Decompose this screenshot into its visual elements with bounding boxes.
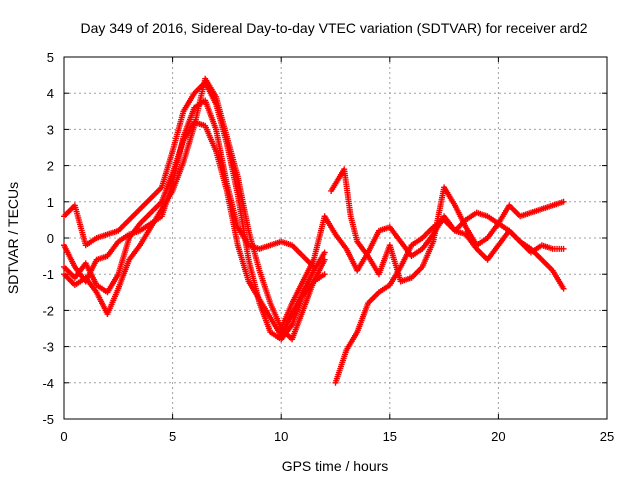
data-point (560, 285, 567, 292)
data-point (560, 245, 567, 252)
x-tick-label: 5 (169, 429, 176, 444)
x-tick-label: 0 (60, 429, 67, 444)
y-tick-label: 1 (47, 195, 54, 210)
y-tick-label: -1 (42, 267, 54, 282)
y-tick-label: 3 (47, 122, 54, 137)
series-arc-C (61, 119, 328, 339)
x-axis-label: GPS time / hours (282, 458, 389, 474)
data-point (321, 271, 328, 278)
y-tick-label: 4 (47, 86, 54, 101)
y-tick-label: -2 (42, 303, 54, 318)
chart-ticks: 0 5 10 15 20 25 -5 -4 -3 -2 -1 0 1 2 3 4 5 (42, 50, 614, 444)
y-tick-label: 5 (47, 50, 54, 65)
data-point (560, 198, 567, 205)
series-arc-D (61, 75, 328, 343)
y-tick-label: -4 (42, 376, 54, 391)
x-tick-label: 20 (491, 429, 505, 444)
chart-series (61, 75, 567, 386)
series-arc-F (332, 216, 567, 386)
chart-title: Day 349 of 2016, Sidereal Day-to-day VTE… (80, 20, 587, 36)
y-tick-label: 0 (47, 231, 54, 246)
data-point (321, 249, 328, 256)
x-tick-label: 15 (383, 429, 397, 444)
y-tick-label: 2 (47, 159, 54, 174)
y-axis-label: SDTVAR / TECUs (5, 182, 21, 294)
y-tick-label: -5 (42, 412, 54, 427)
x-tick-label: 25 (600, 429, 614, 444)
series-arc-G (328, 166, 567, 285)
data-point (321, 256, 328, 263)
x-tick-label: 10 (274, 429, 288, 444)
series-arc-B (61, 97, 317, 285)
y-tick-label: -3 (42, 340, 54, 355)
